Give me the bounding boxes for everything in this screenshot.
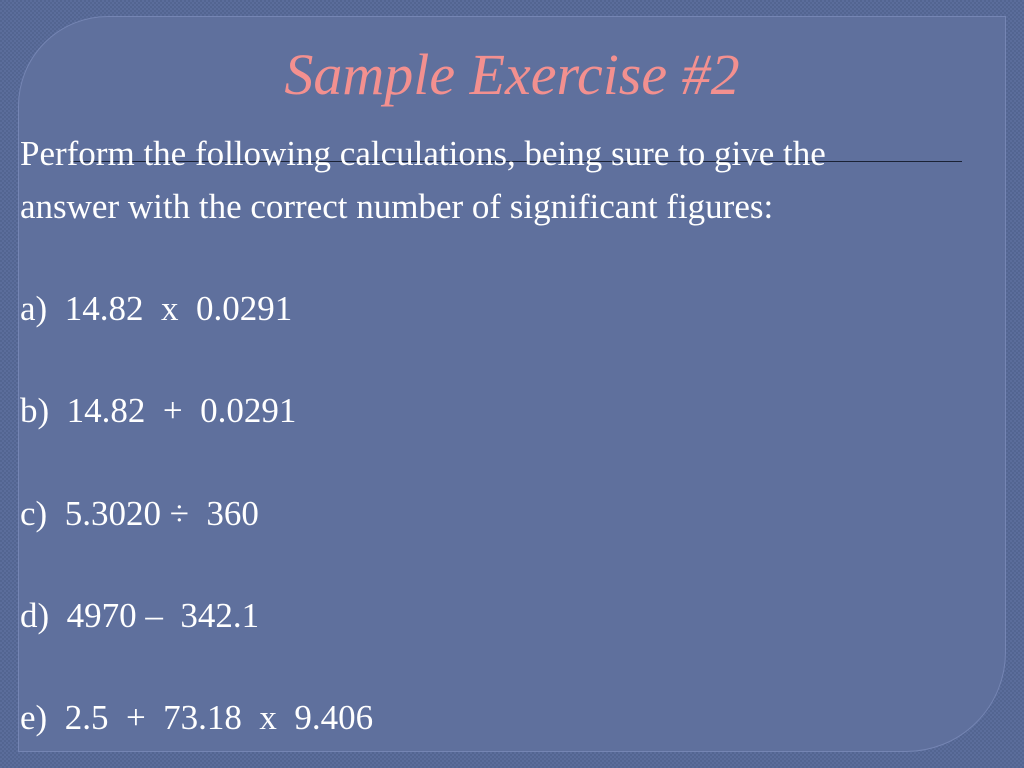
slide-title: Sample Exercise #2: [284, 42, 740, 107]
exercise-item-b: b) 14.82 + 0.0291: [20, 391, 297, 430]
content-panel: [18, 16, 1006, 752]
exercise-item-c: c) 5.3020 ÷ 360: [20, 494, 259, 533]
exercise-item-a: a) 14.82 x 0.0291: [20, 289, 293, 328]
exercise-item-d: d) 4970 – 342.1: [20, 596, 260, 635]
intro-line-2: answer with the correct number of signif…: [20, 187, 774, 226]
exercise-item-e: e) 2.5 + 73.18 x 9.406: [20, 698, 374, 737]
intro-line-1: Perform the following calculations, bein…: [20, 134, 826, 173]
title-divider: [70, 161, 962, 162]
